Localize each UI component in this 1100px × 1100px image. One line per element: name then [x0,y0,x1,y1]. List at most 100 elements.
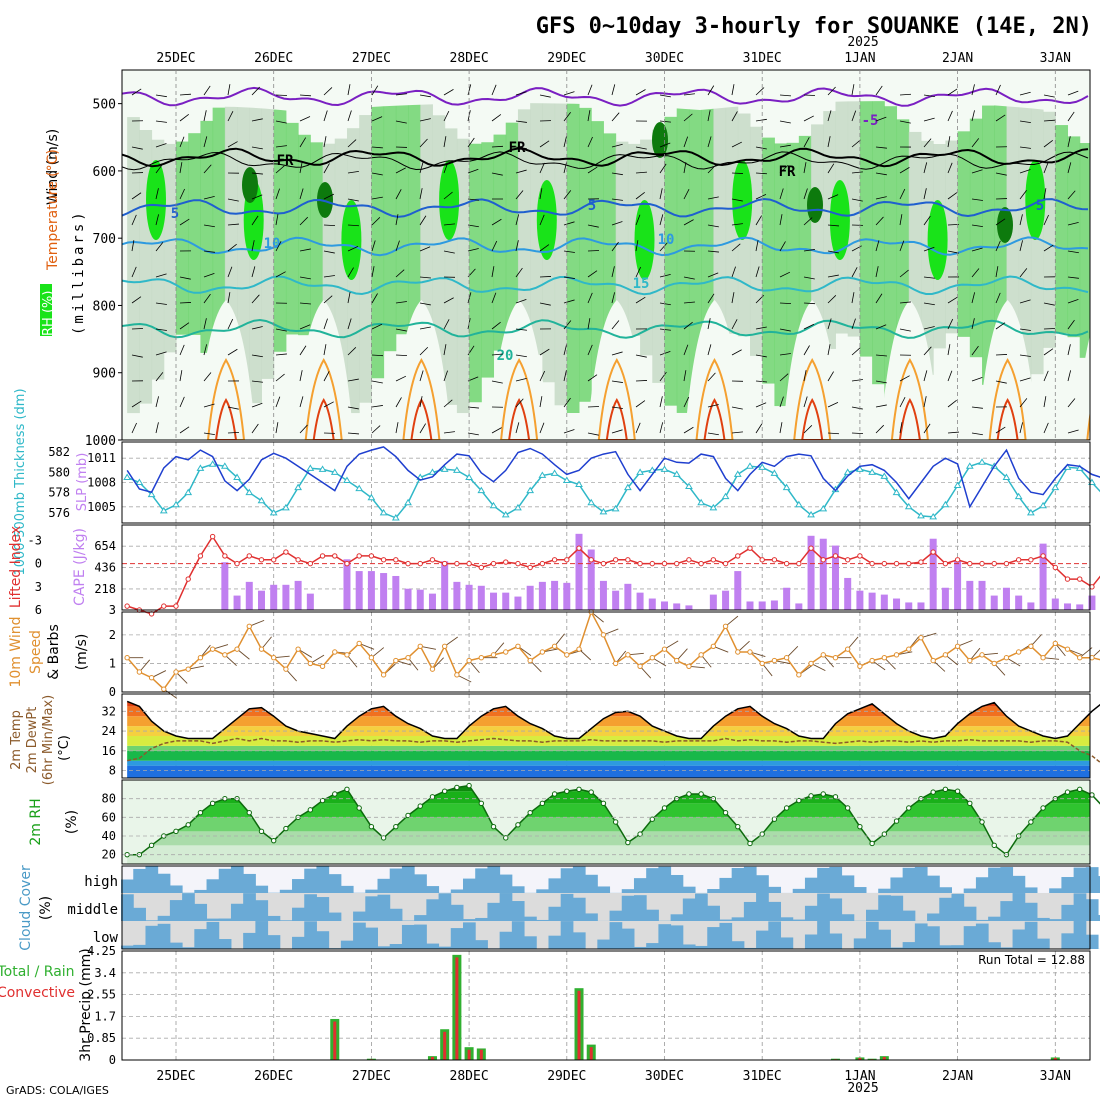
wind-barb [947,431,959,434]
rh-field-column [676,103,690,413]
cloud-bar [145,866,159,893]
wind-barb [875,216,884,226]
rh-dry-plume [391,300,452,440]
rh-line-point [564,788,570,794]
wind-speed-line-point [356,640,362,647]
li-line-point [478,564,485,571]
cloud-bar [426,886,440,893]
wind-barb [491,353,503,356]
wind-barb [323,275,335,278]
date-label-bottom: 25DEC [156,1069,195,1084]
wind-barb [779,214,783,226]
wind-barb [971,377,983,382]
thickness-line-point [184,488,193,496]
li-line-point [551,557,558,563]
cloud-bar [792,919,806,921]
wind-barb [947,370,953,382]
cloud-bar [475,868,488,893]
cloud-bar [817,867,830,893]
li-line-point [417,560,423,567]
cloud-bar [1085,867,1099,893]
wind-barb [1019,91,1031,96]
li-line-point [319,553,326,559]
wind-barb [227,266,233,278]
wind-barb [371,196,383,200]
temp-contour-warm [695,358,734,440]
thickness-line-point [135,478,144,485]
rh-line-point [783,805,790,811]
wind-speed-line-point [710,643,717,649]
cape-bar [221,562,229,610]
thickness-line-point [550,469,559,476]
cape-bar [831,545,839,610]
cloud-bar [719,919,733,921]
rh-dry-plume [782,300,843,440]
li-line-point [356,553,362,559]
cloud-bar [829,898,843,921]
wind-barb [131,240,135,252]
wind-barb [611,241,619,252]
cloud-bar [768,901,782,921]
wind-barb [1019,377,1031,382]
cloud-bar [621,895,635,921]
wind-barb [131,296,142,304]
wind-barb [419,423,427,434]
li-line-point [930,549,936,555]
temp-contour-warm [890,358,929,440]
cloud-bar [939,887,952,893]
wind-speed-line-point [747,649,753,655]
wind-barb [611,266,615,278]
wind-barb [995,240,1001,252]
wind-barb [947,296,958,304]
wind-speed-line-point [1052,640,1059,647]
cloud-bar [267,935,281,949]
wind-barb [515,146,527,150]
contour-label: 15 [633,276,650,292]
wind-barb [995,84,1001,96]
temp-axis-label: (6hr Min/Max) [41,695,56,785]
temp-contour-line [122,275,1089,296]
wind-barb [803,188,808,200]
cloud-bar [670,925,684,949]
cloud-bar [1049,919,1062,921]
cloud-bar [194,889,208,893]
date-label-bottom: 29DEC [547,1069,586,1084]
cloud-bar [243,932,256,949]
wind-barb [947,136,951,148]
wind-barb [851,198,863,202]
temp-axis-label: (°C) [57,735,72,761]
rh-line-point [332,791,338,797]
wind-barb [707,250,719,253]
wind-barb [611,351,623,356]
tick-label: 0 [109,685,116,699]
contour-label: 5 [171,206,179,222]
cloud-bar [1085,934,1099,949]
thickness-line-point [294,483,303,491]
wind-barb [923,346,932,356]
wind-barb [347,84,351,96]
wind-barb [275,271,286,278]
wind-barb [491,321,501,330]
cape-bar [722,590,730,610]
wind-barb [419,94,431,98]
wind-barb [923,246,935,252]
cloud-bar [780,917,794,921]
wind-barb [1043,119,1055,122]
wind-barb [371,425,381,434]
wind-barb [899,375,910,382]
thickness-line-point [904,502,913,510]
cape-bar [685,605,693,610]
cape-bar [709,594,717,610]
wind-barb [275,214,279,226]
rh-field-column [652,129,665,383]
wind-barb [323,250,335,254]
wind-barb [995,292,1001,304]
date-label-bottom: 31DEC [743,1069,782,1084]
wind-barb [659,396,663,408]
cloud-bar [377,878,391,893]
thickness-line-point [660,465,669,472]
wind-barb [419,188,423,200]
cloud-bar [707,927,720,949]
wind-barb [971,406,983,409]
